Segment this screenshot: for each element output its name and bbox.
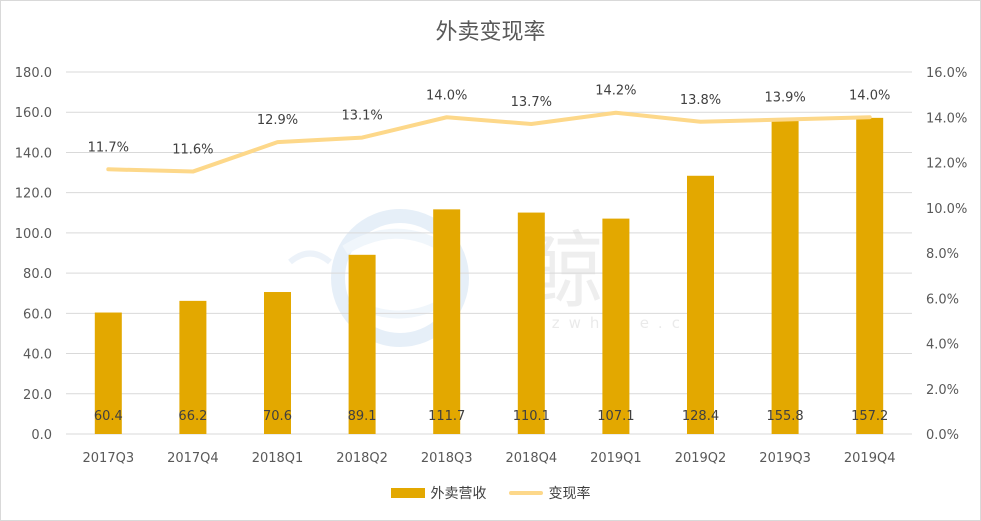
bar [348, 254, 376, 434]
bar-value-label: 60.4 [94, 409, 123, 424]
line-value-label: 14.0% [426, 88, 467, 103]
axis-ticks: 0.0 20.0 40.0 60.0 80.0 100.0 120.0 140.0 160.0 1… [15, 66, 968, 466]
bar [517, 212, 545, 434]
right-tick-label: 8.0% [926, 247, 959, 262]
bar [687, 175, 714, 435]
bar [179, 300, 207, 434]
legend-line-swatch [508, 491, 543, 495]
bar-value-label: 66.2 [178, 409, 207, 424]
bar-series [94, 117, 884, 435]
line-value-label: 13.8% [680, 93, 721, 108]
left-tick-label: 60.0 [23, 307, 52, 322]
x-tick-label: 2018Q2 [336, 451, 388, 466]
left-tick-label: 120.0 [15, 187, 52, 202]
x-tick-label: 2019Q2 [675, 451, 727, 466]
left-tick-label: 100.0 [15, 227, 52, 242]
x-tick-label: 2018Q3 [421, 451, 473, 466]
bar-value-label: 107.1 [597, 409, 634, 424]
legend-label-bar: 外卖营收 [430, 486, 487, 502]
left-tick-label: 40.0 [23, 348, 52, 363]
line-value-label: 13.9% [764, 91, 805, 106]
bar-value-label: 111.7 [428, 409, 465, 424]
legend-item-line: 变现率 [508, 483, 591, 503]
right-tick-label: 16.0% [926, 66, 967, 81]
bar [602, 218, 630, 434]
line-value-label: 12.9% [257, 113, 298, 128]
x-tick-label: 2019Q1 [590, 451, 642, 466]
bar-value-label: 89.1 [348, 409, 377, 424]
x-tick-label: 2018Q1 [252, 451, 304, 466]
bar [856, 117, 884, 434]
x-tick-label: 2017Q3 [83, 451, 135, 466]
line-value-label: 13.7% [511, 95, 552, 110]
left-tick-label: 80.0 [23, 267, 52, 282]
bar-value-label: 128.4 [682, 409, 719, 424]
line-value-label: 13.1% [341, 109, 382, 124]
x-tick-label: 2018Q4 [506, 451, 558, 466]
line-value-label: 11.7% [88, 140, 129, 155]
bar-value-label: 110.1 [513, 409, 550, 424]
line-value-label: 14.2% [595, 84, 636, 99]
left-tick-label: 0.0 [31, 428, 52, 443]
left-tick-label: 180.0 [15, 66, 52, 81]
x-tick-label: 2019Q3 [759, 451, 811, 466]
bar [94, 312, 122, 434]
right-tick-label: 4.0% [926, 338, 959, 353]
bar [264, 292, 291, 434]
right-tick-label: 12.0% [926, 157, 967, 172]
x-tick-label: 2019Q4 [844, 451, 896, 466]
bar-value-label: 70.6 [263, 409, 292, 424]
bar [433, 209, 461, 434]
right-tick-label: 2.0% [926, 383, 959, 398]
gridlines [66, 71, 912, 435]
right-tick-label: 14.0% [926, 111, 967, 126]
left-tick-label: 140.0 [15, 146, 52, 161]
legend-item-bar: 外卖营收 [390, 483, 487, 503]
chart-title: 外卖变现率 [435, 20, 546, 45]
bar-value-label: 157.2 [851, 409, 888, 424]
line-value-label: 14.0% [849, 88, 890, 103]
line-value-label: 11.6% [172, 143, 213, 158]
bar-value-label: 155.8 [766, 409, 803, 424]
legend-label-line: 变现率 [548, 486, 591, 502]
line-series-path [106, 110, 872, 174]
x-tick-label: 2017Q4 [167, 451, 219, 466]
left-tick-label: 160.0 [15, 106, 52, 121]
right-tick-label: 10.0% [926, 202, 967, 217]
left-tick-label: 20.0 [23, 388, 52, 403]
right-tick-label: 0.0% [926, 428, 959, 443]
legend: 外卖营收 变现率 [0, 483, 981, 503]
line-series [106, 110, 872, 174]
bar [771, 120, 799, 435]
data-labels: 60.4 66.2 70.6 89.1 111.7 110.1 107.1 128.4 155.… [88, 84, 891, 424]
right-tick-label: 6.0% [926, 292, 959, 307]
legend-bar-swatch [390, 488, 425, 498]
